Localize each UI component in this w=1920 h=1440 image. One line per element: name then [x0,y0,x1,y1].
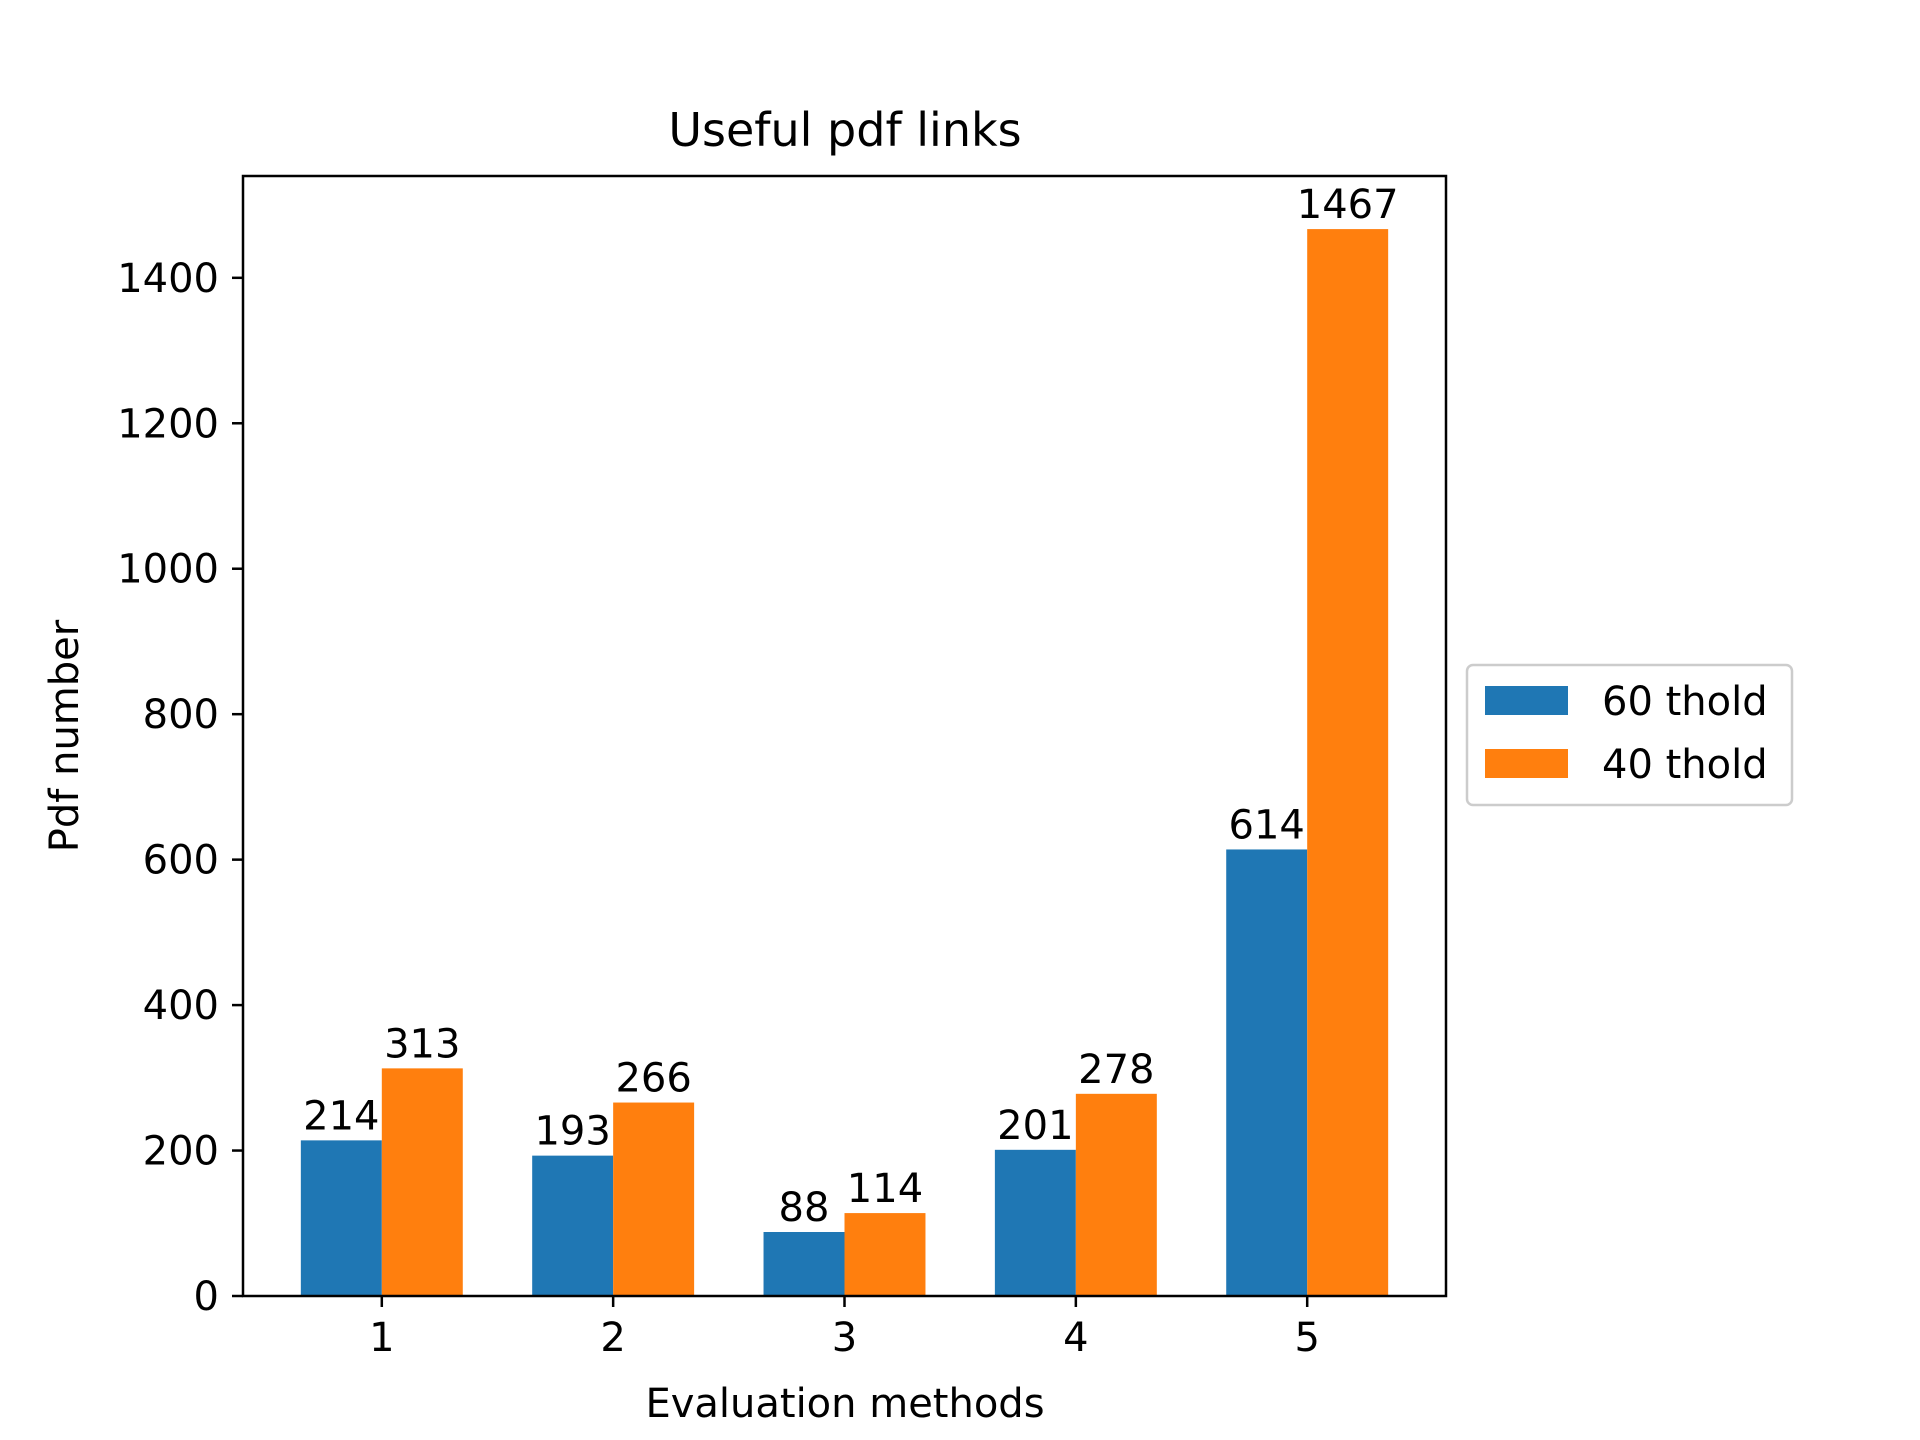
bar-value-label: 114 [847,1166,923,1212]
bar-series0-cat4 [994,1149,1076,1296]
bar-value-label: 214 [303,1093,379,1139]
bar-series0-cat3 [763,1232,845,1296]
bar-labels-group: 214 193 88 201 614 313 266 114 278 1467 [303,182,1398,1231]
bar-value-label: 201 [997,1103,1073,1149]
x-tick-label: 2 [600,1315,625,1361]
bar-value-label: 1467 [1297,182,1399,228]
y-tick-label: 1000 [117,547,219,593]
bars-group [300,229,1389,1296]
legend: 60 thold 40 thold [1465,663,1794,807]
bar-series0-cat5 [1226,849,1308,1296]
bar-series1-cat2 [613,1102,695,1296]
bar-value-label: 313 [384,1021,460,1067]
y-tick-label: 600 [143,838,219,884]
bar-series1-cat3 [844,1213,926,1296]
x-axis-label: Evaluation methods [645,1381,1044,1427]
y-axis: 0 200 400 600 800 1000 1200 1400 [117,256,243,1320]
bar-value-label: 278 [1078,1047,1154,1093]
bar-value-label: 614 [1229,802,1305,848]
y-tick-label: 1200 [117,401,219,447]
bar-series0-cat1 [300,1140,382,1296]
y-tick-label: 200 [143,1129,219,1175]
x-tick-label: 3 [832,1315,857,1361]
bar-value-label: 88 [779,1185,830,1231]
bar-series1-cat1 [381,1068,463,1296]
bar-value-label: 266 [615,1056,691,1102]
x-tick-label: 4 [1063,1315,1088,1361]
bar-series1-cat5 [1307,229,1389,1296]
legend-label-60-thold: 60 thold [1602,679,1768,725]
bar-series0-cat2 [532,1155,614,1296]
x-tick-label: 1 [369,1315,394,1361]
x-tick-label: 5 [1294,1315,1319,1361]
y-axis-label: Pdf number [42,619,88,852]
legend-label-40-thold: 40 thold [1602,742,1768,788]
bar-value-label: 193 [534,1109,610,1155]
bar-series1-cat4 [1075,1093,1157,1296]
y-tick-label: 400 [143,983,219,1029]
y-tick-label: 800 [143,692,219,738]
chart-title: Useful pdf links [668,103,1021,157]
legend-swatch-40-thold [1485,749,1568,778]
y-tick-label: 0 [194,1274,219,1320]
x-axis: 1 2 3 4 5 [369,1296,1320,1361]
legend-swatch-60-thold [1485,686,1568,715]
y-tick-label: 1400 [117,256,219,302]
